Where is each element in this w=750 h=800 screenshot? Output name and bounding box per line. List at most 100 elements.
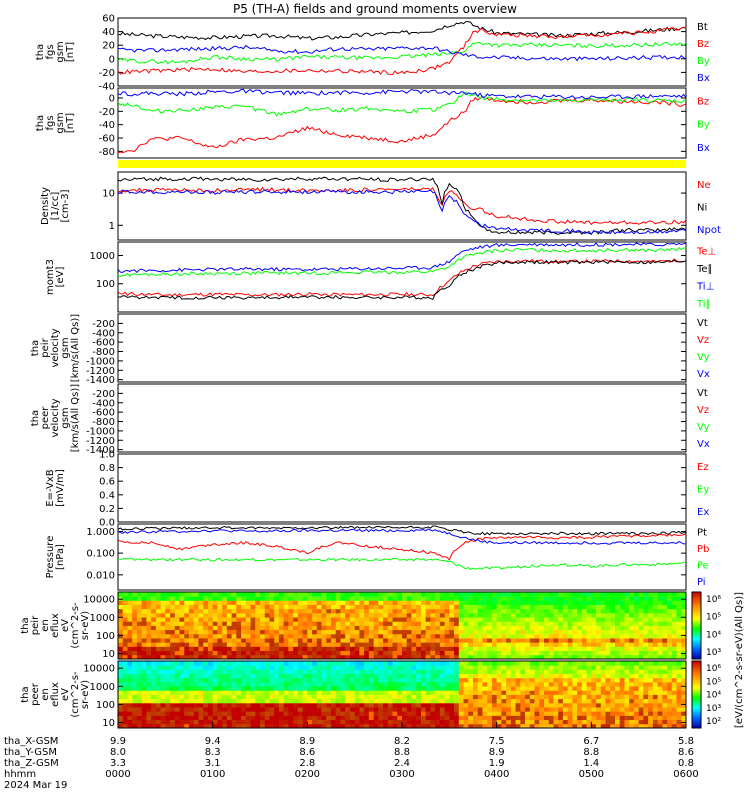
spectrogram-cell [141,715,147,721]
spectrogram-cell [288,673,294,679]
spectrogram-cell [170,604,176,610]
spectrogram-cell [132,650,138,656]
spectrogram-cell [567,608,573,614]
spectrogram-cell [558,638,564,643]
spectrogram-cell [671,661,677,666]
spectrogram-cell [539,665,545,670]
spectrogram-cell [207,629,214,635]
spectrogram-cell [605,654,611,660]
spectrogram-cell [662,665,668,670]
spectrogram-cell [132,702,138,708]
spectrogram-cell [212,596,218,601]
spectrogram-cell [312,629,318,635]
spectrogram-cell [193,633,199,639]
spectrogram-cell [297,650,303,656]
spectrogram-cell [255,650,261,656]
spectrogram-cell [160,665,166,670]
spectrogram-cell [624,707,630,712]
spectrogram-cell [392,604,398,610]
spectrogram-cell [638,604,644,610]
spectrogram-cell [439,698,445,704]
spectrogram-cell [667,723,673,729]
spectrogram-cell [487,604,493,610]
spectrogram-cell [255,669,261,674]
spectrogram-cell [439,690,445,695]
spectrogram-cell [600,650,606,656]
spectrogram-cell [496,719,502,725]
spectrogram-cell [283,707,289,712]
spectrogram-cell [278,686,285,691]
spectrogram-cell [662,677,668,683]
spectrogram-cell [118,638,124,643]
spectrogram-cell [321,608,327,614]
spectrogram-cell [548,608,554,614]
spectrogram-cell [619,698,625,704]
spectrogram-cell [326,665,332,670]
spectrogram-cell [217,621,223,626]
spectrogram-cell [179,702,185,708]
spectrogram-cell [274,638,280,643]
spectrogram-cell [633,592,640,597]
spectrogram-cell [671,719,677,725]
legend-entry: Vy [697,352,710,363]
spectrogram-cell [132,719,138,725]
spectrogram-cell [420,625,427,631]
panel-frame [117,171,687,241]
spectrogram-cell [165,617,171,622]
spectrogram-cell [667,669,673,674]
spectrogram-cell [667,707,673,712]
spectrogram-cell [255,702,261,708]
spectrogram-cell [132,698,138,704]
spectrogram-cell [520,608,526,614]
y-axis-label: [cm-3] [60,189,71,222]
spectrogram-cell [151,608,157,614]
spectrogram-cell [548,711,554,716]
x-tick-label: 8.2 [394,736,410,747]
spectrogram-cell [383,711,389,716]
spectrogram-cell [468,600,474,605]
spectrogram-cell [463,629,469,635]
spectrogram-cell [387,596,393,601]
spectrogram-cell [553,681,559,687]
spectrogram-cell [477,642,483,647]
spectrogram-cell [231,612,237,618]
spectrogram-cell [316,673,322,679]
spectrogram-cell [444,698,450,704]
spectrogram-cell [430,638,436,643]
spectrogram-cell [316,621,322,626]
spectrogram-cell [482,665,488,670]
spectrogram-cell [596,642,602,647]
spectrogram-cell [454,612,460,618]
spectrogram-cell [638,654,644,660]
spectrogram-cell [496,625,502,631]
spectrogram-cell [321,686,327,691]
spectrogram-cell [316,661,322,666]
spectrogram-cell [321,673,327,679]
spectrogram-cell [274,612,280,618]
spectrogram-cell [378,661,384,666]
spectrogram-cell [454,686,460,691]
spectrogram-cell [558,654,564,660]
spectrogram-cell [444,612,450,618]
spectrogram-cell [127,650,133,656]
spectrogram-cell [652,665,658,670]
spectrogram-cell [260,633,266,639]
spectrogram-cell [316,650,322,656]
spectrogram-cell [316,625,322,631]
spectrogram-cell [643,711,649,716]
legend-entry: Vt [697,388,708,399]
spectrogram-cell [525,638,531,643]
spectrogram-cell [136,650,143,656]
spectrogram-cell [600,715,606,721]
spectrogram-cell [638,719,644,725]
spectrogram-cell [155,621,161,626]
spectrogram-cell [269,654,275,660]
spectrogram-cell [274,608,280,614]
spectrogram-cell [349,707,356,712]
spectrogram-cell [373,673,379,679]
spectrogram-cell [293,592,299,597]
spectrogram-cell [118,617,124,622]
spectrogram-cell [420,694,427,700]
spectrogram-cell [184,673,190,679]
spectrogram-cell [160,715,166,721]
